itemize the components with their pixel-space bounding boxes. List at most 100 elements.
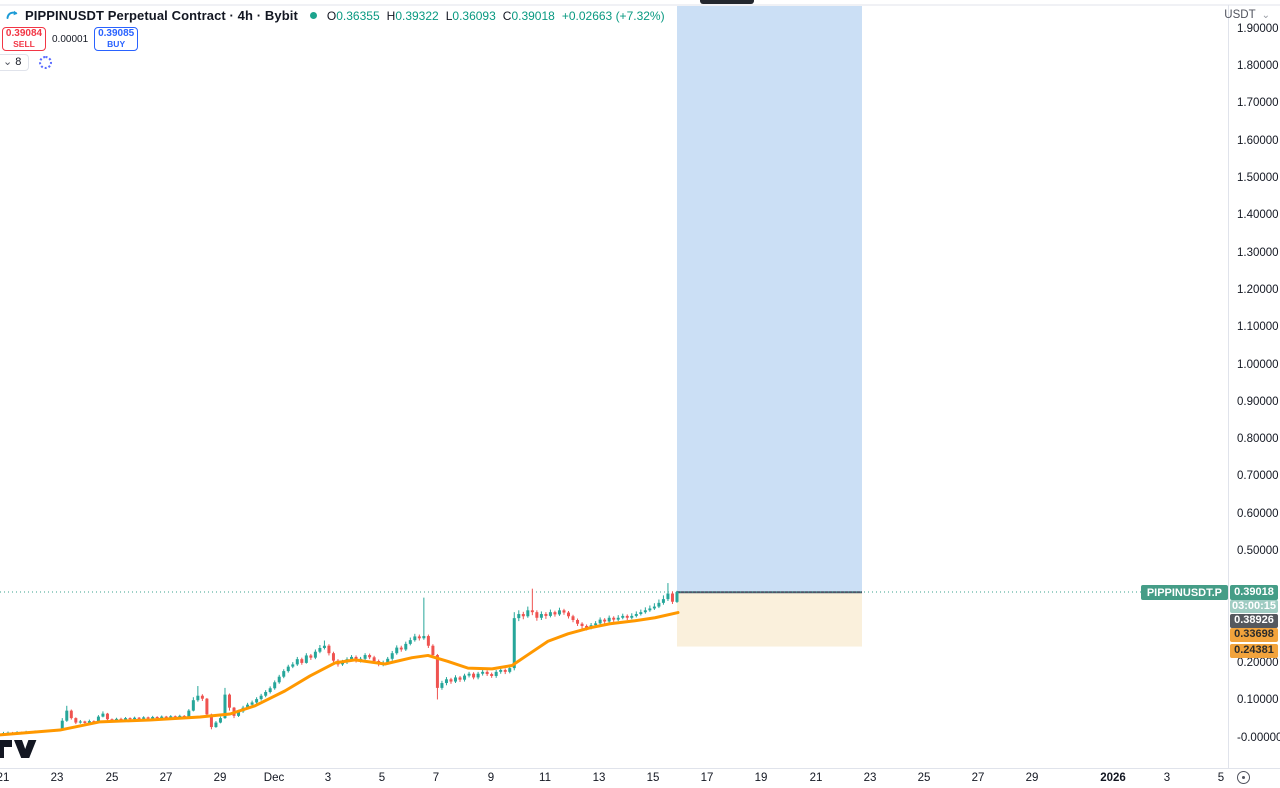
candle-body — [395, 647, 399, 654]
ma-line — [0, 611, 680, 737]
time-tick-label: 15 — [646, 772, 660, 784]
symbol-refresh-icon — [6, 9, 19, 22]
top-overlay-bar — [700, 0, 754, 4]
candle-body — [363, 655, 367, 659]
price-badge: 03:00:15 — [1230, 600, 1278, 613]
candle-body — [603, 619, 607, 622]
candle-body — [490, 674, 494, 676]
candle-body — [169, 716, 173, 718]
candle-body — [652, 606, 656, 609]
candle-body — [571, 616, 575, 621]
chevron-down-icon: ⌄ — [1261, 9, 1270, 21]
price-badge: 0.38926 — [1230, 614, 1278, 628]
candle-body — [458, 677, 462, 680]
price-tick-label: 0.60000 — [1237, 507, 1279, 520]
position-profit-zone[interactable] — [677, 6, 862, 593]
price-tick-label: 1.60000 — [1237, 134, 1279, 147]
candle-body — [60, 720, 64, 731]
candle-body — [255, 699, 259, 703]
price-tick-label: 1.00000 — [1237, 358, 1279, 371]
time-tick-label: 19 — [754, 772, 768, 784]
currency-dropdown[interactable]: USDT ⌄ — [1224, 9, 1270, 21]
candle-body — [494, 671, 498, 676]
candle-body — [467, 673, 471, 676]
symbol-price-badge: PIPPINUSDT.P — [1140, 585, 1228, 600]
candle-body — [264, 691, 268, 696]
candle-body — [200, 695, 204, 699]
collapsed-objects-chip[interactable]: ⌄ 8 — [0, 54, 30, 71]
candle-body — [634, 614, 638, 616]
candle-body — [576, 620, 580, 624]
candle-body — [472, 673, 476, 678]
candle-body — [616, 617, 620, 620]
price-tick-label: 0.10000 — [1237, 694, 1279, 707]
candle-body — [119, 718, 123, 720]
candle-body — [408, 640, 412, 644]
market-status-icon[interactable] — [309, 12, 317, 19]
candle-body — [567, 612, 570, 617]
price-tick-label: 1.90000 — [1237, 22, 1279, 35]
sell-button[interactable]: 0.39084 SELL — [2, 27, 46, 51]
candle-body — [666, 593, 670, 600]
candle-body — [612, 617, 616, 620]
candle-body — [539, 614, 543, 618]
candle-body — [648, 608, 652, 611]
time-tick-label: 11 — [539, 772, 551, 784]
candle-body — [435, 655, 439, 688]
ohlc-values: O0.36355 H0.39322 L0.36093 C0.39018 +0.0… — [326, 8, 665, 23]
time-tick-label: 7 — [432, 772, 440, 784]
time-tick-label: 27 — [159, 772, 173, 784]
spread-value: 0.00001 — [52, 33, 89, 45]
time-tick-label: 3 — [1163, 772, 1171, 784]
candle-body — [440, 683, 444, 688]
candle-body — [476, 673, 480, 678]
candle-body — [273, 682, 277, 689]
candle-body — [372, 657, 376, 662]
tradingview-logo[interactable] — [0, 737, 46, 766]
price-tick-label: 1.10000 — [1237, 321, 1279, 334]
candle-body — [562, 610, 566, 613]
candle-body — [309, 655, 313, 658]
symbol-title[interactable]: PIPPINUSDT Perpetual Contract · 4h · Byb… — [25, 8, 298, 23]
candle-body — [661, 599, 665, 603]
price-badge: 0.24381 — [1230, 644, 1278, 658]
price-tick-label: -0.00000 — [1237, 731, 1280, 744]
candle-body — [643, 610, 647, 613]
scroll-to-realtime-icon[interactable] — [1237, 771, 1250, 784]
candle-body — [313, 651, 317, 658]
time-tick-label: 21 — [809, 772, 823, 784]
candle-body — [151, 716, 155, 719]
chart-legend: PIPPINUSDT Perpetual Contract · 4h · Byb… — [6, 8, 665, 23]
candle-body — [101, 713, 105, 717]
buy-button[interactable]: 0.39085 BUY — [94, 27, 139, 51]
loading-spinner-icon — [39, 56, 53, 69]
position-loss-zone[interactable] — [677, 592, 862, 647]
price-change: +0.02663 (+7.32%) — [561, 8, 665, 23]
candle-body — [277, 676, 281, 683]
price-tick-label: 0.80000 — [1237, 433, 1279, 446]
candle-body — [485, 671, 489, 675]
candle-body — [65, 710, 69, 721]
candle-body — [237, 711, 241, 716]
candle-body — [657, 602, 661, 607]
objects-count: 8 — [15, 56, 22, 68]
candle-body — [105, 713, 109, 720]
candle-body — [517, 614, 521, 619]
time-tick-label: 13 — [592, 772, 606, 784]
candle-body — [413, 636, 417, 641]
candle-body — [521, 614, 525, 617]
time-tick-label: Dec — [263, 772, 285, 784]
price-badge: 0.33698 — [1230, 628, 1278, 642]
candle-body — [246, 704, 250, 708]
candle-body — [368, 655, 372, 658]
candle-body — [137, 717, 141, 719]
price-tick-label: 1.70000 — [1237, 97, 1279, 110]
time-tick-label: 29 — [213, 772, 227, 784]
candle-body — [580, 623, 584, 626]
candle-body — [630, 615, 634, 618]
candle-body — [196, 695, 200, 701]
candle-body — [399, 647, 403, 650]
price-tick-label: 0.90000 — [1237, 395, 1279, 408]
price-tick-label: 1.40000 — [1237, 209, 1279, 222]
